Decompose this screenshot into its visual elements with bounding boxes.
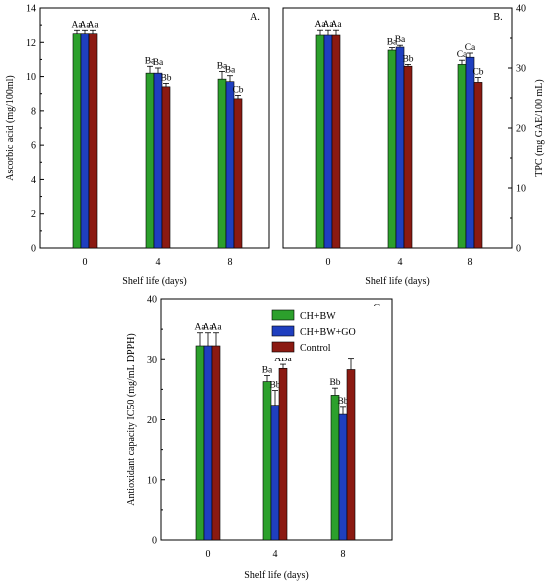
y-tick-label: 0 — [152, 536, 157, 547]
bar — [72, 33, 82, 249]
bar — [80, 33, 90, 249]
y-tick-label: 40 — [147, 295, 157, 306]
bar — [331, 34, 341, 249]
significance-label: Bb — [160, 73, 171, 83]
significance-label: Ba — [225, 66, 236, 76]
y-tick-label: 12 — [26, 38, 36, 49]
x-axis-label: Shelf life (days) — [122, 276, 186, 287]
significance-label: Bb — [329, 378, 340, 388]
significance-label: Aa — [210, 323, 222, 333]
bar — [338, 413, 348, 541]
y-tick-label: 8 — [31, 106, 36, 117]
x-tick-label: 4 — [156, 257, 161, 268]
significance-label: Ba — [153, 58, 164, 68]
bar — [395, 46, 405, 249]
y-tick-label: 40 — [516, 4, 526, 15]
bar — [346, 369, 356, 541]
significance-label: Aa — [194, 323, 206, 333]
panel-a-ascorbic-acid: 0 2 4 6 8 10 12 14 Ascorbic acid (mg/100ml) 0 4 8 Sh… — [5, 4, 270, 287]
significance-label: Ba — [217, 61, 228, 71]
y-tick-label: 6 — [31, 141, 36, 152]
significance-label: Ba — [395, 35, 406, 45]
x-tick-label: 0 — [206, 549, 211, 560]
panel-label: B. — [493, 12, 502, 23]
legend-label: Control — [300, 343, 331, 354]
x-tick-label: 0 — [83, 257, 88, 268]
y-tick-label: 30 — [147, 355, 157, 366]
bar — [211, 345, 221, 541]
y-tick-label: 4 — [31, 175, 36, 186]
significance-label: Aa — [314, 20, 326, 30]
y-axis-label: TPC (mg GAE/100 mL) — [534, 79, 545, 177]
significance-label: Ba — [262, 366, 273, 376]
bar — [323, 34, 333, 249]
bar — [262, 381, 272, 541]
significance-label: Bb — [269, 381, 280, 391]
bar — [457, 64, 467, 249]
significance-label: Ca — [457, 50, 468, 60]
x-tick-label: 0 — [326, 257, 331, 268]
significance-label: Ba — [145, 56, 156, 66]
significance-label: Aa — [71, 20, 83, 30]
y-tick-label: 10 — [26, 72, 36, 83]
legend-label: CH+BW — [300, 311, 336, 322]
y-axis-label: Ascorbic acid (mg/100ml) — [5, 75, 16, 181]
significance-label: Cb — [232, 85, 243, 95]
y-tick-label: 20 — [147, 415, 157, 426]
bar — [88, 33, 98, 249]
y-tick-label: 0 — [516, 244, 521, 255]
significance-label: Aa — [87, 20, 99, 30]
bar — [195, 345, 205, 541]
significance-label: Aa — [322, 20, 334, 30]
bar — [203, 345, 213, 541]
bar — [233, 98, 243, 249]
x-tick-label: 8 — [468, 257, 473, 268]
y-tick-label: 0 — [31, 244, 36, 255]
bar — [315, 34, 325, 249]
significance-label: Ca — [465, 43, 476, 53]
significance-label: Bb — [402, 54, 413, 64]
x-axis-label: Shelf life (days) — [365, 276, 429, 287]
x-tick-label: 4 — [273, 549, 278, 560]
bar — [403, 65, 413, 249]
bar — [465, 56, 475, 249]
bar — [161, 86, 171, 249]
x-tick-label: 8 — [341, 549, 346, 560]
y-tick-label: 10 — [516, 184, 526, 195]
y-axis-label: Antioxidant capacity IC50 (mg/mL DPPH) — [126, 333, 137, 505]
bar — [145, 72, 155, 249]
significance-label: Ba — [387, 38, 398, 48]
significance-label: Bb — [337, 397, 348, 407]
bar — [270, 405, 280, 541]
x-tick-label: 4 — [398, 257, 403, 268]
bar — [225, 81, 235, 249]
legend-swatch — [271, 325, 295, 337]
significance-label: ABa — [274, 354, 292, 364]
significance-label: Aa — [330, 20, 342, 30]
legend-swatch — [271, 341, 295, 353]
x-axis-label: Shelf life (days) — [244, 570, 308, 581]
bar — [217, 78, 227, 249]
significance-label: Cb — [472, 68, 483, 78]
legend-swatch — [271, 309, 295, 321]
bar — [387, 49, 397, 249]
bar — [473, 82, 483, 249]
y-tick-label: 10 — [147, 475, 157, 486]
significance-label: Aa — [202, 323, 214, 333]
bar — [153, 72, 163, 249]
y-tick-label: 20 — [516, 124, 526, 135]
legend-label: CH+BW+GO — [300, 327, 356, 338]
bar — [278, 367, 288, 541]
x-tick-label: 8 — [228, 257, 233, 268]
legend: CH+BW CH+BW+GO Control — [268, 306, 386, 358]
significance-label: Aa — [79, 20, 91, 30]
panel-label: A. — [250, 12, 260, 23]
bar — [330, 395, 340, 541]
panel-b-tpc: 0 10 20 30 40 TPC (mg GAE/100 mL) 0 4 8 Shelf lif… — [282, 4, 545, 287]
y-tick-label: 2 — [31, 209, 36, 220]
y-tick-label: 14 — [26, 4, 36, 15]
y-tick-label: 30 — [516, 64, 526, 75]
